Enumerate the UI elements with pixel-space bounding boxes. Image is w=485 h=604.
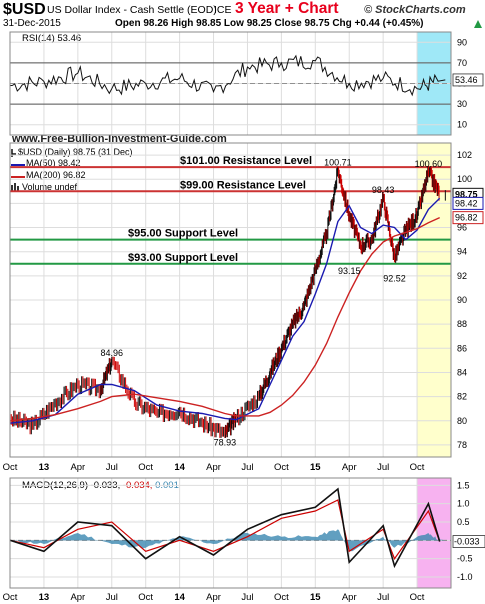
volume-legend-icon — [11, 183, 19, 191]
macd-histogram — [10, 529, 446, 552]
rsi-y-tick-label: 30 — [457, 99, 467, 109]
chart-symbol: $USD — [3, 1, 46, 18]
rsi-last-value-tag — [452, 73, 484, 87]
price-tag-label: 98.42 — [455, 198, 478, 208]
stockcharts-logo[interactable]: © StockCharts.com — [364, 4, 466, 16]
price-tag-label: 96.82 — [455, 213, 478, 223]
x-tick-label-macd: Jul — [377, 592, 389, 603]
x-tick-label-macd: Oct — [274, 592, 289, 603]
price-tag-box — [452, 211, 484, 225]
legend-ma200: MA(200) 96.82 — [26, 170, 86, 180]
price-tag-label: 98.75 — [455, 189, 478, 199]
chart-date: 31-Dec-2015 — [3, 18, 61, 29]
price-annotation: 78.93 — [214, 438, 237, 448]
price-legend-icon — [11, 149, 16, 157]
ma200-line — [9, 216, 440, 422]
x-tick-label-price: Apr — [70, 462, 85, 473]
x-tick-label-macd: Apr — [70, 592, 85, 603]
x-tick-label-macd: Oct — [410, 592, 425, 603]
price-annotation: 92.52 — [383, 274, 406, 284]
macd-line — [9, 487, 441, 569]
x-tick-label-price: 14 — [174, 462, 185, 473]
macd-y-tick-label: 0.5 — [457, 517, 470, 527]
price-annotation: 93.15 — [338, 266, 361, 276]
ma50-line — [9, 197, 441, 424]
rsi-panel-frame — [9, 31, 452, 136]
price-y-tick-label: 80 — [457, 416, 467, 426]
macd-signal-line — [9, 499, 441, 560]
macd-highlight-band — [417, 478, 451, 588]
macd-panel-frame — [9, 477, 452, 589]
x-tick-label-price: Oct — [410, 462, 425, 473]
price-annotation: 84.96 — [101, 348, 124, 358]
price-y-tick-label: 78 — [457, 440, 467, 450]
price-y-tick-label: 100 — [457, 174, 472, 184]
rsi-line — [9, 54, 446, 97]
x-tick-label-price: Jul — [377, 462, 389, 473]
legend-ma50: MA(50) 98.42 — [26, 158, 81, 168]
level-label-resistance: $101.00 Resistance Level — [180, 155, 312, 167]
price-y-tick-label: 92 — [457, 271, 467, 281]
x-tick-label-price: Oct — [274, 462, 289, 473]
macd-last-value-label: -0.033 — [454, 537, 480, 547]
price-tag-box — [452, 196, 484, 210]
x-tick-label-macd: Oct — [138, 592, 153, 603]
legend-price: $USD (Daily) 98.75 (31 Dec) — [18, 147, 133, 157]
x-tick-label-macd: Jul — [241, 592, 253, 603]
rsi-y-tick-label: 10 — [457, 120, 467, 130]
price-annotation: 98.43 — [372, 185, 395, 195]
rsi-y-tick-label: 90 — [457, 37, 467, 47]
x-tick-label-price: 13 — [39, 462, 50, 473]
x-tick-label-macd: Oct — [3, 592, 18, 603]
x-tick-label-macd: 14 — [174, 592, 185, 603]
chart-banner: 3 Year + Chart — [235, 0, 339, 17]
price-y-tick-label: 88 — [457, 319, 467, 329]
price-y-tick-label: 102 — [457, 150, 472, 160]
price-panel-frame — [9, 142, 452, 458]
x-tick-label-price: Apr — [206, 462, 221, 473]
macd-last-value-tag — [452, 535, 485, 548]
x-tick-label-price: Jul — [106, 462, 118, 473]
price-y-tick-label: 96 — [457, 223, 467, 233]
macd-y-tick-label: 1.0 — [457, 499, 470, 509]
watermark-url: www.Free-Bullion-Investment-Guide.com — [12, 133, 227, 145]
x-tick-label-price: Jul — [241, 462, 253, 473]
x-tick-label-price: Oct — [138, 462, 153, 473]
x-tick-label-macd: Apr — [206, 592, 221, 603]
x-tick-label-price: Oct — [3, 462, 18, 473]
x-tick-label-macd: Jul — [106, 592, 118, 603]
chart-ohlc: Open 98.26 High 98.85 Low 98.25 Close 98… — [115, 18, 424, 29]
macd-y-tick-label: 1.5 — [457, 480, 470, 490]
ma200-legend-icon — [11, 176, 25, 178]
price-y-tick-label: 82 — [457, 392, 467, 402]
rsi-last-value-label: 53.46 — [455, 75, 478, 85]
price-y-tick-label: 90 — [457, 295, 467, 305]
x-tick-label-macd: Apr — [342, 592, 357, 603]
x-tick-label-macd: 13 — [39, 592, 50, 603]
price-y-tick-label: 94 — [457, 247, 467, 257]
macd-y-tick-label: -0.5 — [457, 554, 473, 564]
legend-volume: Volume undef — [22, 182, 78, 192]
x-tick-label-price: Apr — [342, 462, 357, 473]
x-tick-label-macd: 15 — [310, 592, 321, 603]
rsi-y-tick-label: 70 — [457, 58, 467, 68]
price-y-tick-label: 84 — [457, 367, 467, 377]
price-annotation: 100.71 — [324, 158, 352, 168]
chart-instrument-name: US Dollar Index - Cash Settle (EOD) — [47, 4, 217, 16]
price-y-tick-label: 86 — [457, 343, 467, 353]
level-label-support: $93.00 Support Level — [128, 252, 238, 264]
chart-exchange: ICE — [214, 4, 232, 16]
macd-y-tick-label: -1.0 — [457, 572, 473, 582]
price-annotation: 100.60 — [415, 159, 443, 169]
x-tick-label-price: 15 — [310, 462, 321, 473]
rsi-title: RSI(14) 53.46 — [22, 33, 82, 44]
ma50-legend-icon — [11, 164, 25, 166]
level-label-resistance: $99.00 Resistance Level — [180, 179, 306, 191]
level-label-support: $95.00 Support Level — [128, 228, 238, 240]
up-arrow-icon — [474, 20, 482, 28]
